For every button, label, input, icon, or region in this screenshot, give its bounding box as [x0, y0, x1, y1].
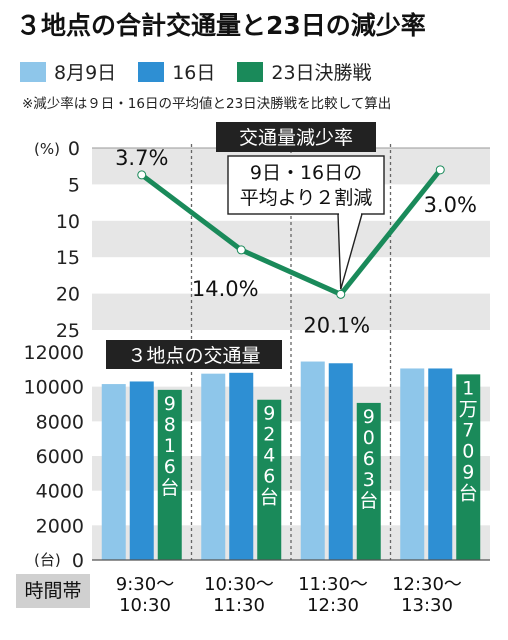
bar-y-tick-2: 4000	[36, 481, 84, 503]
line-title-box	[216, 122, 376, 152]
line-grid-band-4	[92, 293, 490, 330]
legend-swatch-16	[138, 61, 165, 82]
bar-2-2	[356, 402, 381, 560]
bar-0-0	[101, 384, 126, 560]
legend-label-23: 23日決勝戦	[271, 62, 372, 84]
x-label-0-line2: 10:30	[119, 595, 171, 616]
legend-swatch-23	[237, 61, 264, 82]
line-data-label-3: 3.0%	[424, 193, 477, 217]
line-y-tick-1: 5	[68, 174, 80, 196]
line-y-tick-2: 10	[56, 211, 80, 233]
bar-title-box	[106, 340, 282, 369]
annotation-line-0: 9日・16日の	[250, 162, 362, 184]
x-label-1: 10:30〜 11:30	[196, 574, 282, 616]
line-title: 交通量減少率	[239, 127, 353, 149]
bar-1-0	[129, 381, 154, 560]
bar-0-1	[201, 373, 226, 560]
legend-item-23: 23日決勝戦	[237, 58, 372, 85]
chart-title: ３地点の合計交通量と23日の減少率	[16, 11, 426, 40]
bar-0-3	[400, 368, 425, 560]
annotation-line-1: 平均より２割減	[240, 187, 373, 209]
bar-title: ３地点の交通量	[127, 345, 260, 367]
bar-y-unit: (台)	[34, 551, 61, 569]
x-label-3-line1: 12:30〜	[392, 574, 462, 595]
line-data-label-1: 14.0%	[192, 277, 259, 301]
x-label-0: 9:30〜 10:30	[102, 574, 188, 616]
legend-swatch-aug9	[20, 61, 46, 82]
x-label-3: 12:30〜 13:30	[384, 574, 470, 616]
line-y-unit: (%)	[34, 140, 60, 158]
line-y-tick-4: 20	[56, 284, 80, 306]
line-grid-band-2	[92, 220, 490, 258]
note-text: ※減少率は９日・16日の平均値と23日決勝戦を比較して算出	[22, 96, 392, 112]
x-label-1-line1: 10:30〜	[204, 574, 274, 595]
x-label-2-line2: 12:30	[307, 595, 359, 616]
bar-2-3	[456, 374, 481, 560]
legend: 8月9日 16日 23日決勝戦	[20, 58, 394, 85]
bar-y-tick-6: 12000	[24, 342, 84, 364]
line-point-1	[236, 245, 246, 255]
legend-label-16: 16日	[172, 62, 216, 84]
line-point-0	[137, 170, 147, 180]
bar-y-tick-0: 0	[72, 550, 84, 572]
bar-1-3	[428, 368, 453, 560]
bar-0-2	[300, 361, 325, 560]
line-point-3	[435, 165, 445, 175]
legend-item-16: 16日	[138, 58, 215, 85]
line-y-tick-0: 0	[68, 138, 80, 160]
bar-2-0	[157, 389, 182, 560]
x-label-1-line2: 11:30	[213, 595, 265, 616]
bar-y-tick-1: 2000	[36, 515, 84, 537]
bar-y-tick-3: 6000	[36, 446, 84, 468]
legend-label-aug9: 8月9日	[54, 62, 117, 84]
legend-item-aug9: 8月9日	[20, 58, 116, 85]
bar-1-2	[328, 363, 353, 560]
line-series	[140, 168, 443, 297]
x-label-2-line1: 11:30〜	[298, 574, 368, 595]
x-label-3-line2: 13:30	[401, 595, 453, 616]
x-label-2: 11:30〜 12:30	[290, 574, 376, 616]
x-label-0-line1: 9:30〜	[115, 574, 175, 595]
bar-2-1	[257, 399, 282, 560]
bar-y-tick-4: 8000	[36, 411, 84, 433]
annotation-box	[227, 155, 385, 215]
bar-y-tick-5: 10000	[24, 377, 84, 399]
time-axis-label: 時間帯	[16, 574, 90, 608]
line-point-2	[336, 289, 346, 299]
line-y-tick-5: 25	[56, 320, 80, 342]
line-data-label-2: 20.1%	[303, 313, 370, 337]
line-y-tick-3: 15	[56, 247, 80, 269]
bar-1-1	[229, 372, 254, 560]
line-data-label-0: 3.7%	[115, 146, 168, 170]
